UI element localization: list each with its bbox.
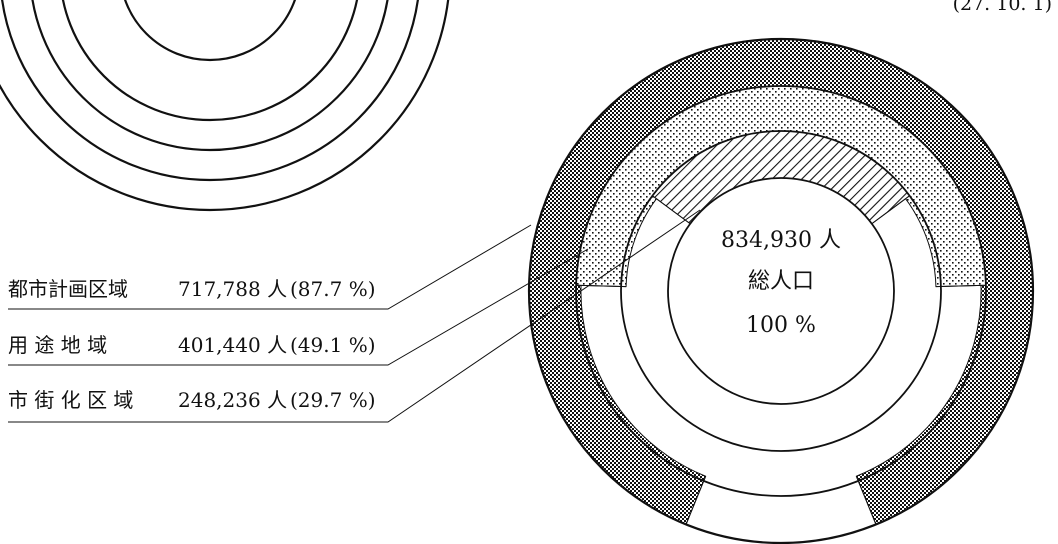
date-label: (27. 10. 1) (953, 0, 1052, 15)
legend-row-use-district: 用 途 地 域 401,440 人 (49.1 %) (8, 248, 589, 366)
decorative-concentric-circles (0, 0, 450, 212)
legend-name-urbanization-area: 市 街 化 区 域 (8, 388, 133, 412)
ring-outline-4 (667, 177, 895, 405)
legend-row-city-planning-area: 都市計画区域 717,788 人 (87.7 %) (8, 224, 532, 310)
center-total-value: 834,930 人 (721, 228, 841, 253)
legend-value-urbanization-area: 248,236 人 (178, 388, 287, 412)
ring-outlines (527, 37, 1035, 544)
center-total-label: 総人口 (748, 269, 814, 294)
ring-segment-2-edge-2 (935, 284, 986, 288)
legend-percent-city-planning-area: (87.7 %) (290, 277, 376, 301)
legend-percent-use-district: (49.1 %) (290, 333, 376, 357)
deco-circle-3 (31, 0, 389, 152)
ring-segment-3-edge-2 (871, 195, 910, 225)
leader-line-use-district (8, 248, 589, 366)
deco-circle-2 (61, 0, 359, 122)
deco-circle-1 (124, 0, 296, 62)
ring-segment-1-edge-1 (685, 476, 707, 525)
ring-outline-3 (620, 130, 942, 452)
ring-segment-2-edge-1 (576, 284, 627, 288)
ring-outline-2 (575, 85, 987, 497)
legend-value-use-district: 401,440 人 (178, 333, 287, 357)
deco-circle-5 (0, 0, 450, 212)
ring-segment-1-edge-2 (855, 476, 877, 525)
legend-percent-urbanization-area: (29.7 %) (290, 388, 376, 412)
legend: 都市計画区域 717,788 人 (87.7 %) 用 途 地 域 401,44… (8, 209, 701, 423)
deco-circle-4 (1, 0, 419, 182)
center-total-percent: 100 % (746, 313, 816, 338)
legend-row-urbanization-area: 市 街 化 区 域 248,236 人 (29.7 %) (8, 209, 701, 423)
legend-name-city-planning-area: 都市計画区域 (8, 277, 128, 301)
legend-value-city-planning-area: 717,788 人 (178, 277, 287, 301)
legend-name-use-district: 用 途 地 域 (8, 333, 107, 357)
ring-outline-1 (527, 37, 1035, 544)
leader-line-city-planning-area (8, 224, 532, 310)
ring-segment-3-edge-1 (652, 195, 691, 225)
leader-line-urbanization-area (8, 209, 701, 423)
